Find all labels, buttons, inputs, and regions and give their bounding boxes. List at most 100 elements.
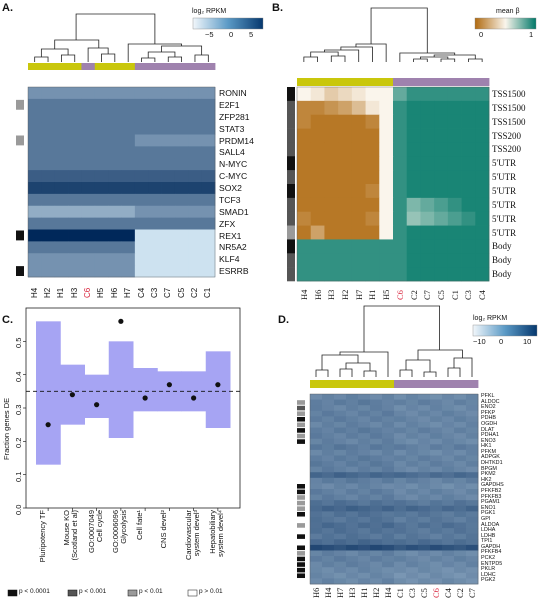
heatmap-cell [334,572,347,579]
heatmap-cell [68,134,82,147]
panel-c-label: C. [2,314,13,326]
heatmap-cell [466,561,479,568]
heatmap-cell [394,449,407,456]
heatmap-cell [466,505,479,512]
heatmap-cell [54,217,69,230]
y-tick-label: 0.4 [14,371,23,382]
heatmap-cell [28,146,42,159]
y-tick-label: 0.3 [14,404,23,415]
column-label: C5 [176,287,186,298]
dendrogram-branch [363,305,440,352]
dendrogram-branch [399,369,413,377]
heatmap-cell [201,193,216,207]
row-label: 5'UTR [492,213,517,224]
heatmap-cell [334,455,347,462]
heatmap-cell [379,128,394,143]
heatmap-cell [310,477,323,484]
heatmap-cell [442,444,455,451]
heatmap-cell [28,98,42,112]
heatmap-cell [466,578,479,585]
heatmap-cell [94,253,109,266]
heatmap-cell [430,455,443,462]
panel-d: D. log₂ RPKM PFKL ALDOC ENO2 PFKP PDHB OGDH DL… [270,300,540,600]
heatmap-cell [346,522,359,529]
heatmap-cell [28,241,42,254]
heatmap-cell [430,466,443,473]
heatmap-cell [370,461,383,468]
heatmap-cell [370,427,383,434]
heatmap-cell [365,170,380,185]
column-label: C4 [136,287,146,298]
heatmap-cell [420,87,435,102]
heatmap-cell [393,114,408,129]
row-label: TSS1500 [492,116,526,127]
heatmap-cell [324,156,339,171]
heatmap-cell [28,265,42,278]
heatmap-cell [338,239,353,254]
heatmap-cell [358,455,371,462]
heatmap-cell [430,556,443,563]
heatmap-cell [322,505,335,512]
heatmap-cell [406,550,419,557]
heatmap-cell [346,427,359,434]
heatmap-cell [379,156,394,171]
heatmap-cell [121,241,136,254]
heatmap-cell [94,110,109,124]
heatmap-cell [418,578,431,585]
heatmap-cell [94,265,109,278]
heatmap-cell [334,516,347,523]
row-label: 5'UTR [492,172,517,183]
heatmap-cell [461,253,476,268]
heatmap-cell [310,87,325,102]
heatmap-cell [346,421,359,428]
heatmap-cell [382,405,395,412]
heatmap-cell [188,182,203,195]
group-cell [434,78,449,86]
heatmap-cell [447,184,462,199]
heatmap-cell [454,394,467,400]
heatmap-cell [466,438,479,445]
heatmap-cell [406,511,419,518]
heatmap-cell [334,511,347,518]
heatmap-cell [41,122,56,135]
heatmap-cell [370,405,383,412]
heatmap-cell [322,522,335,529]
heatmap-cell [394,421,407,428]
heatmap-cell [161,134,176,147]
heatmap-cell [365,267,380,282]
heatmap-cell [346,399,359,406]
heatmap-cell [461,100,476,116]
heatmap-cell [161,193,176,207]
heatmap-cell [54,193,69,207]
heatmap-cell [174,229,189,242]
column-label: H5 [96,287,106,298]
heatmap-cell [394,494,407,501]
heatmap-cell [466,522,479,529]
heatmap-cell [322,433,335,440]
heatmap-cell [322,466,335,473]
heatmap-cell [297,87,312,102]
dendrogram-branch [87,47,109,62]
heatmap-cell [161,158,176,171]
heatmap-cell [370,550,383,557]
heatmap-cell [370,516,383,523]
heatmap-cell [346,461,359,468]
heatmap-cell [322,550,335,557]
heatmap-cell [406,477,419,484]
heatmap-cell [447,100,462,116]
heatmap-cell [475,170,490,185]
heatmap-cell [461,128,476,143]
heatmap-cell [418,544,431,551]
heatmap-cell [346,539,359,546]
heatmap-cell [108,98,122,112]
heatmap-cell [382,561,395,568]
heatmap-cell [322,444,335,451]
group-cell [338,78,353,86]
heatmap-cell [418,528,431,535]
heatmap-cell [310,225,325,240]
heatmap-cell [434,156,449,171]
row-label: TSS1500 [492,89,526,99]
legend-tick: 1 [529,30,534,39]
heatmap-cell [134,87,149,100]
heatmap-cell [68,182,82,195]
